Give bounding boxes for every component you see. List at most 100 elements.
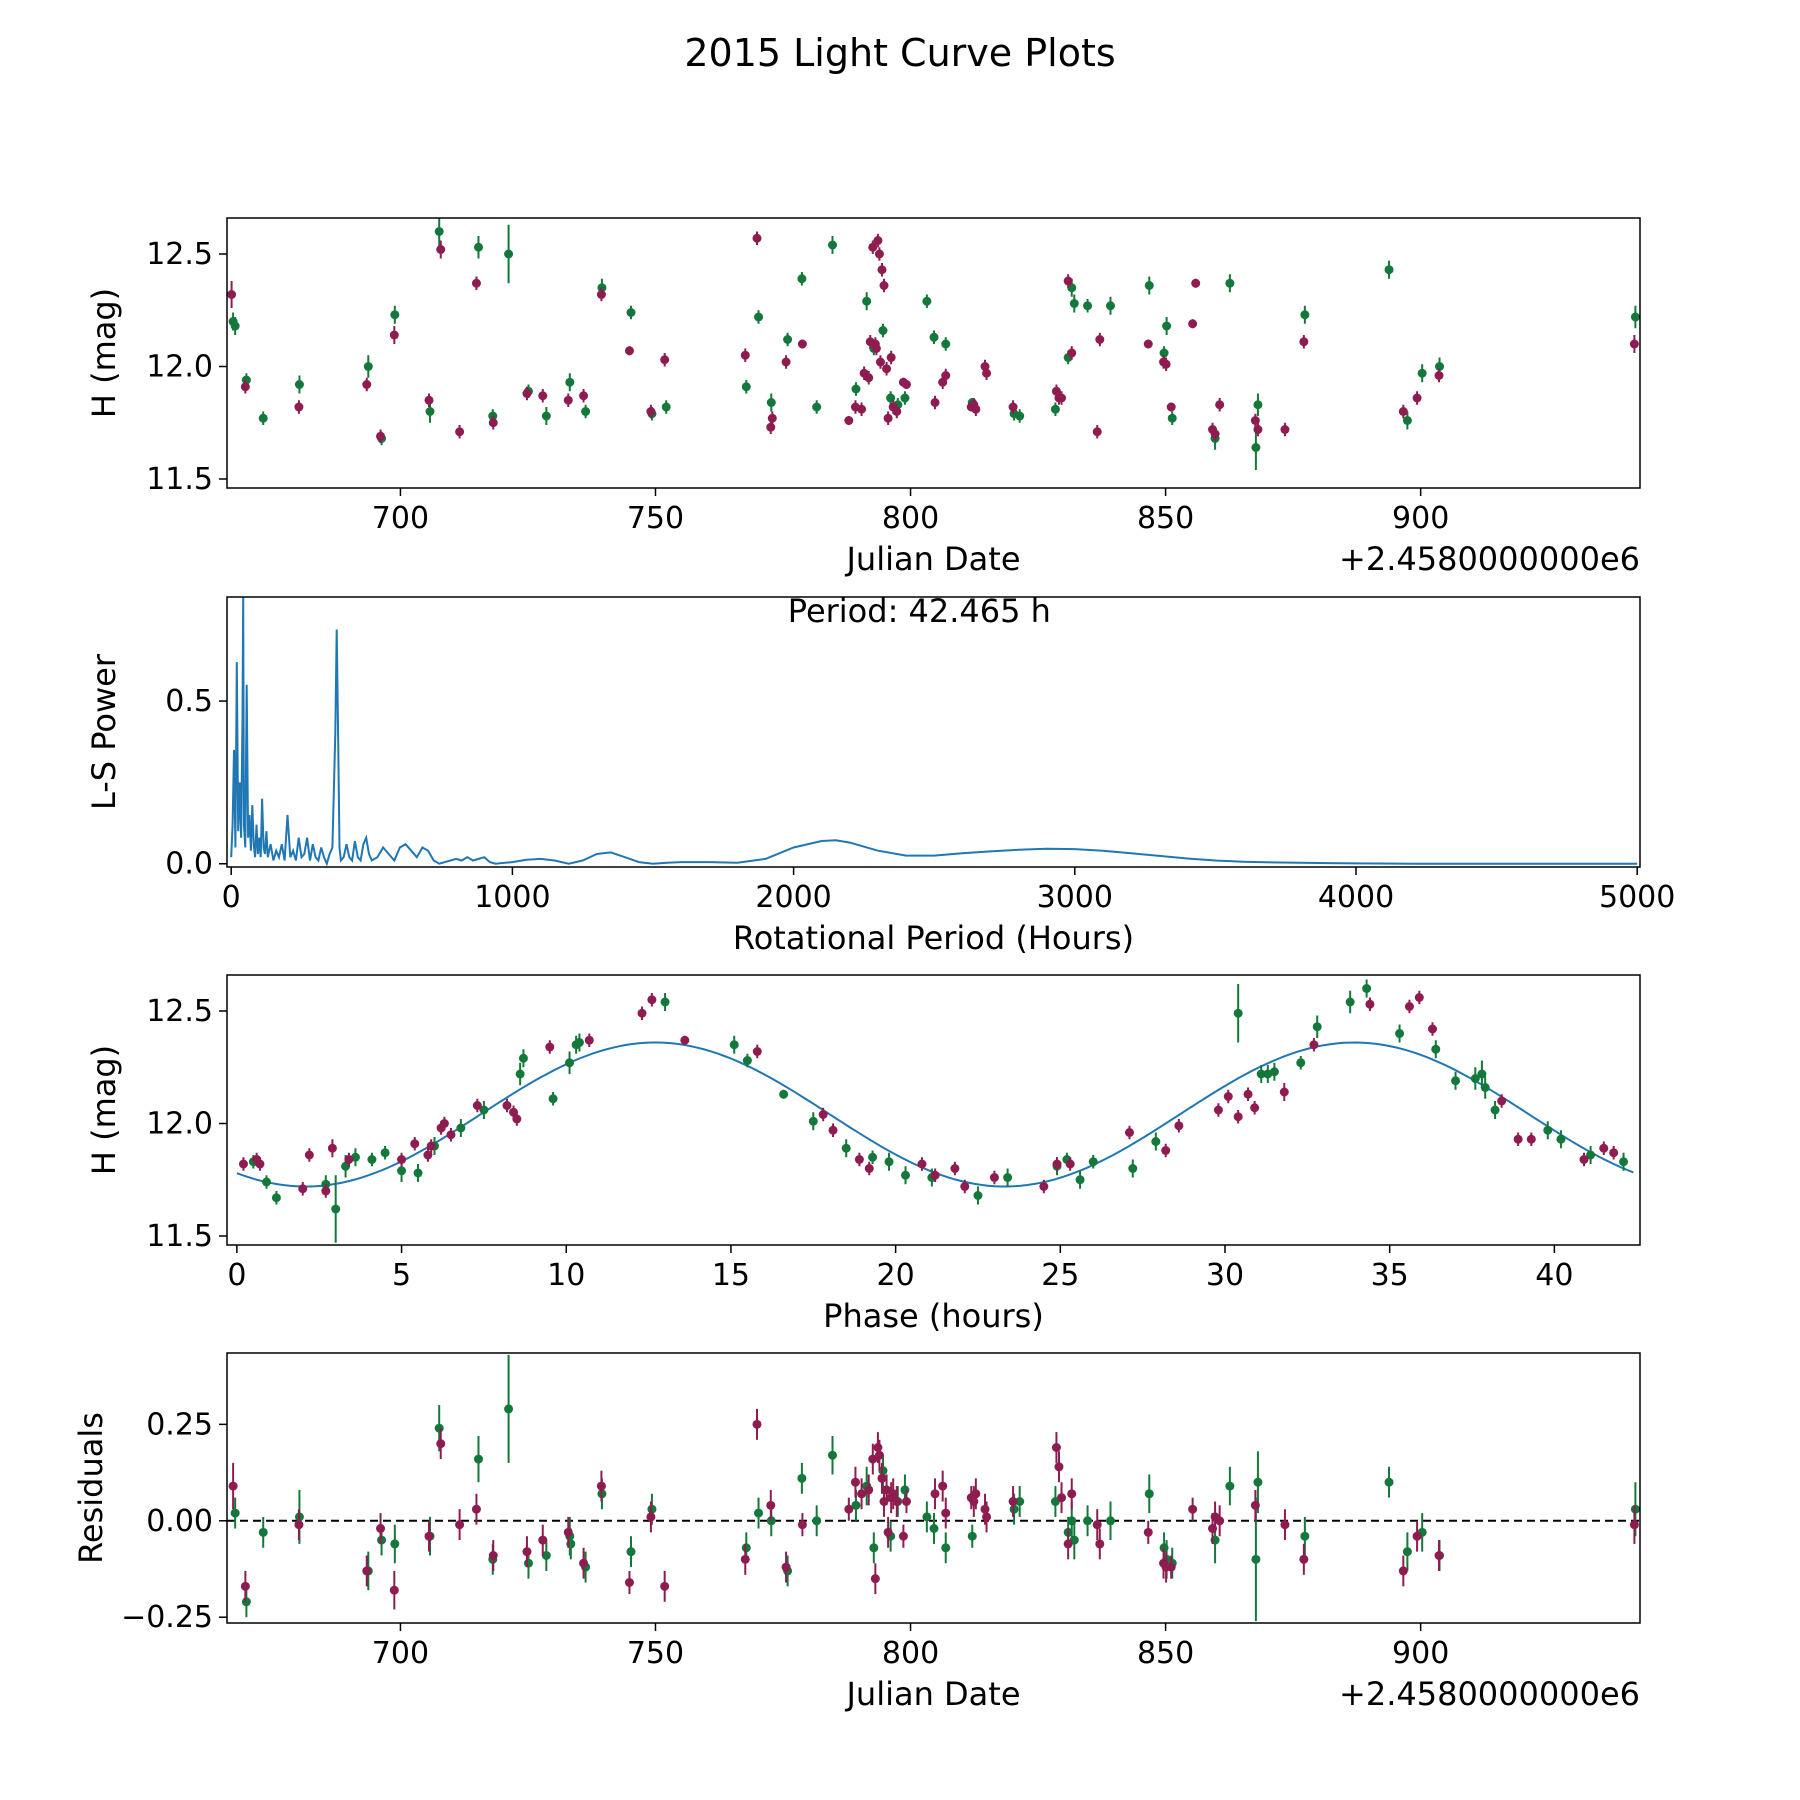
data-point	[1543, 1121, 1553, 1140]
marker	[240, 1581, 250, 1591]
marker	[1009, 1504, 1019, 1514]
plot-area	[236, 979, 1634, 1243]
marker	[1300, 1531, 1310, 1541]
data-point	[1256, 1065, 1266, 1083]
data-point	[862, 292, 872, 311]
marker	[1223, 1092, 1233, 1101]
data-point	[472, 1098, 482, 1113]
marker	[844, 1504, 854, 1514]
marker	[434, 1423, 444, 1433]
data-point	[596, 1470, 606, 1502]
data-point	[971, 402, 981, 416]
marker	[1251, 443, 1261, 452]
data-point	[973, 1186, 983, 1205]
marker	[883, 413, 893, 423]
data-point	[854, 1152, 864, 1167]
marker	[1404, 1002, 1414, 1011]
marker	[930, 398, 940, 407]
data-point	[1143, 339, 1153, 349]
data-point	[424, 1520, 434, 1552]
data-point	[471, 1493, 481, 1525]
marker	[680, 1035, 690, 1045]
marker	[850, 1477, 860, 1487]
marker	[1015, 411, 1025, 421]
x-tick-label: 800	[882, 501, 939, 536]
data-point	[883, 411, 893, 425]
data-point	[380, 1146, 390, 1160]
y-tick-label: 11.5	[146, 1219, 213, 1254]
marker	[488, 418, 498, 428]
data-point	[941, 1532, 951, 1564]
marker	[1067, 348, 1077, 358]
data-point	[1417, 364, 1427, 383]
marker	[1191, 278, 1201, 288]
data-point	[502, 1098, 512, 1113]
data-point	[563, 1516, 573, 1548]
marker	[1480, 1083, 1490, 1092]
marker	[1213, 1105, 1223, 1115]
data-point	[930, 1478, 940, 1510]
marker	[938, 1481, 948, 1491]
marker	[471, 1504, 481, 1514]
data-point	[1427, 1022, 1437, 1036]
marker	[851, 1500, 861, 1510]
data-point	[1250, 1101, 1260, 1115]
data-point	[868, 1443, 878, 1475]
marker	[488, 1551, 498, 1560]
marker	[565, 1058, 575, 1068]
data-point	[1124, 1125, 1134, 1140]
marker	[1095, 335, 1105, 344]
marker	[1398, 407, 1408, 416]
marker	[1402, 416, 1412, 425]
data-point	[436, 240, 446, 259]
marker	[741, 1543, 751, 1553]
data-point	[1144, 276, 1154, 295]
data-point	[892, 1486, 902, 1517]
data-point	[1269, 1062, 1279, 1081]
data-point	[1161, 1143, 1171, 1158]
data-point	[1083, 299, 1093, 313]
data-point	[512, 1112, 522, 1126]
marker	[1451, 1076, 1461, 1086]
data-point	[929, 330, 939, 344]
marker	[1256, 1069, 1266, 1079]
marker	[877, 265, 887, 275]
marker	[969, 1497, 979, 1506]
data-point	[362, 1555, 372, 1587]
marker	[1599, 1143, 1609, 1153]
marker	[873, 236, 883, 245]
data-point	[1057, 391, 1067, 405]
marker	[1063, 1539, 1073, 1549]
data-point	[1188, 319, 1198, 329]
marker	[971, 1489, 981, 1499]
data-point	[321, 1184, 331, 1198]
marker	[294, 402, 304, 412]
data-point	[1412, 1520, 1422, 1552]
data-point	[661, 400, 671, 414]
marker	[660, 1581, 670, 1591]
data-point	[827, 236, 837, 254]
marker	[973, 1191, 983, 1200]
data-point	[1280, 1509, 1290, 1541]
marker	[877, 1473, 887, 1483]
marker	[294, 1520, 304, 1530]
marker	[1015, 1497, 1025, 1506]
data-point	[1015, 1486, 1025, 1517]
data-point	[781, 355, 791, 369]
data-point	[967, 1524, 977, 1548]
marker	[227, 290, 237, 299]
marker	[922, 1512, 932, 1522]
data-point	[922, 1501, 932, 1533]
data-point	[304, 1148, 314, 1162]
data-point	[596, 287, 606, 302]
data-point	[766, 393, 776, 412]
data-point	[574, 1033, 584, 1052]
data-point	[479, 1101, 489, 1119]
marker	[901, 380, 911, 389]
data-point	[1434, 368, 1444, 383]
marker	[1083, 1516, 1093, 1526]
marker	[929, 1524, 939, 1533]
marker	[1490, 1105, 1500, 1115]
data-point	[900, 391, 910, 405]
marker	[241, 375, 251, 385]
